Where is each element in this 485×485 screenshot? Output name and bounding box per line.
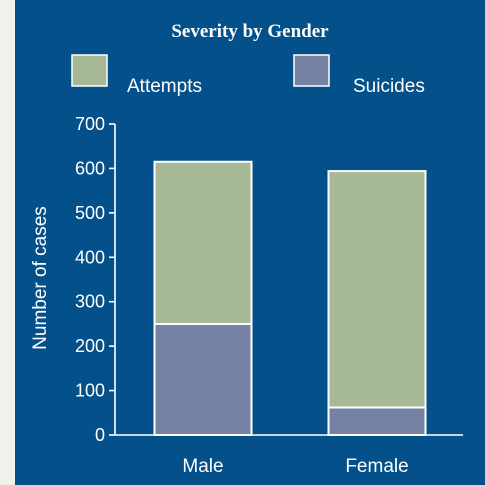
legend-label-attempts: Attempts xyxy=(127,76,202,97)
legend: Attempts Suicides xyxy=(71,54,425,97)
y-tick-label: 400 xyxy=(75,247,105,267)
y-tick-label: 0 xyxy=(95,425,105,445)
legend-swatch-attempts xyxy=(71,54,108,87)
y-tick-label: 200 xyxy=(75,336,105,356)
bar-male-suicides xyxy=(153,322,253,436)
x-tick-label-male: Male xyxy=(182,456,223,477)
legend-swatch-suicides xyxy=(293,54,330,87)
bar-male-attempts xyxy=(153,160,253,325)
chart-title: Severity by Gender xyxy=(171,21,329,42)
y-tick-label: 100 xyxy=(75,381,105,401)
y-axis-label: Number of cases xyxy=(30,206,51,350)
bars xyxy=(153,160,427,436)
y-tick-label: 700 xyxy=(75,114,105,134)
y-axis: 0 100 200 300 400 500 600 700 xyxy=(75,114,115,445)
y-tick-label: 600 xyxy=(75,158,105,178)
axes xyxy=(114,124,463,436)
legend-label-suicides: Suicides xyxy=(353,76,425,97)
y-tick-label: 300 xyxy=(75,292,105,312)
x-axis: Male Female xyxy=(182,456,408,477)
x-tick-label-female: Female xyxy=(345,456,408,477)
y-tick-label: 500 xyxy=(75,203,105,223)
bar-female-suicides xyxy=(327,406,427,436)
bar-female-attempts xyxy=(327,170,427,409)
